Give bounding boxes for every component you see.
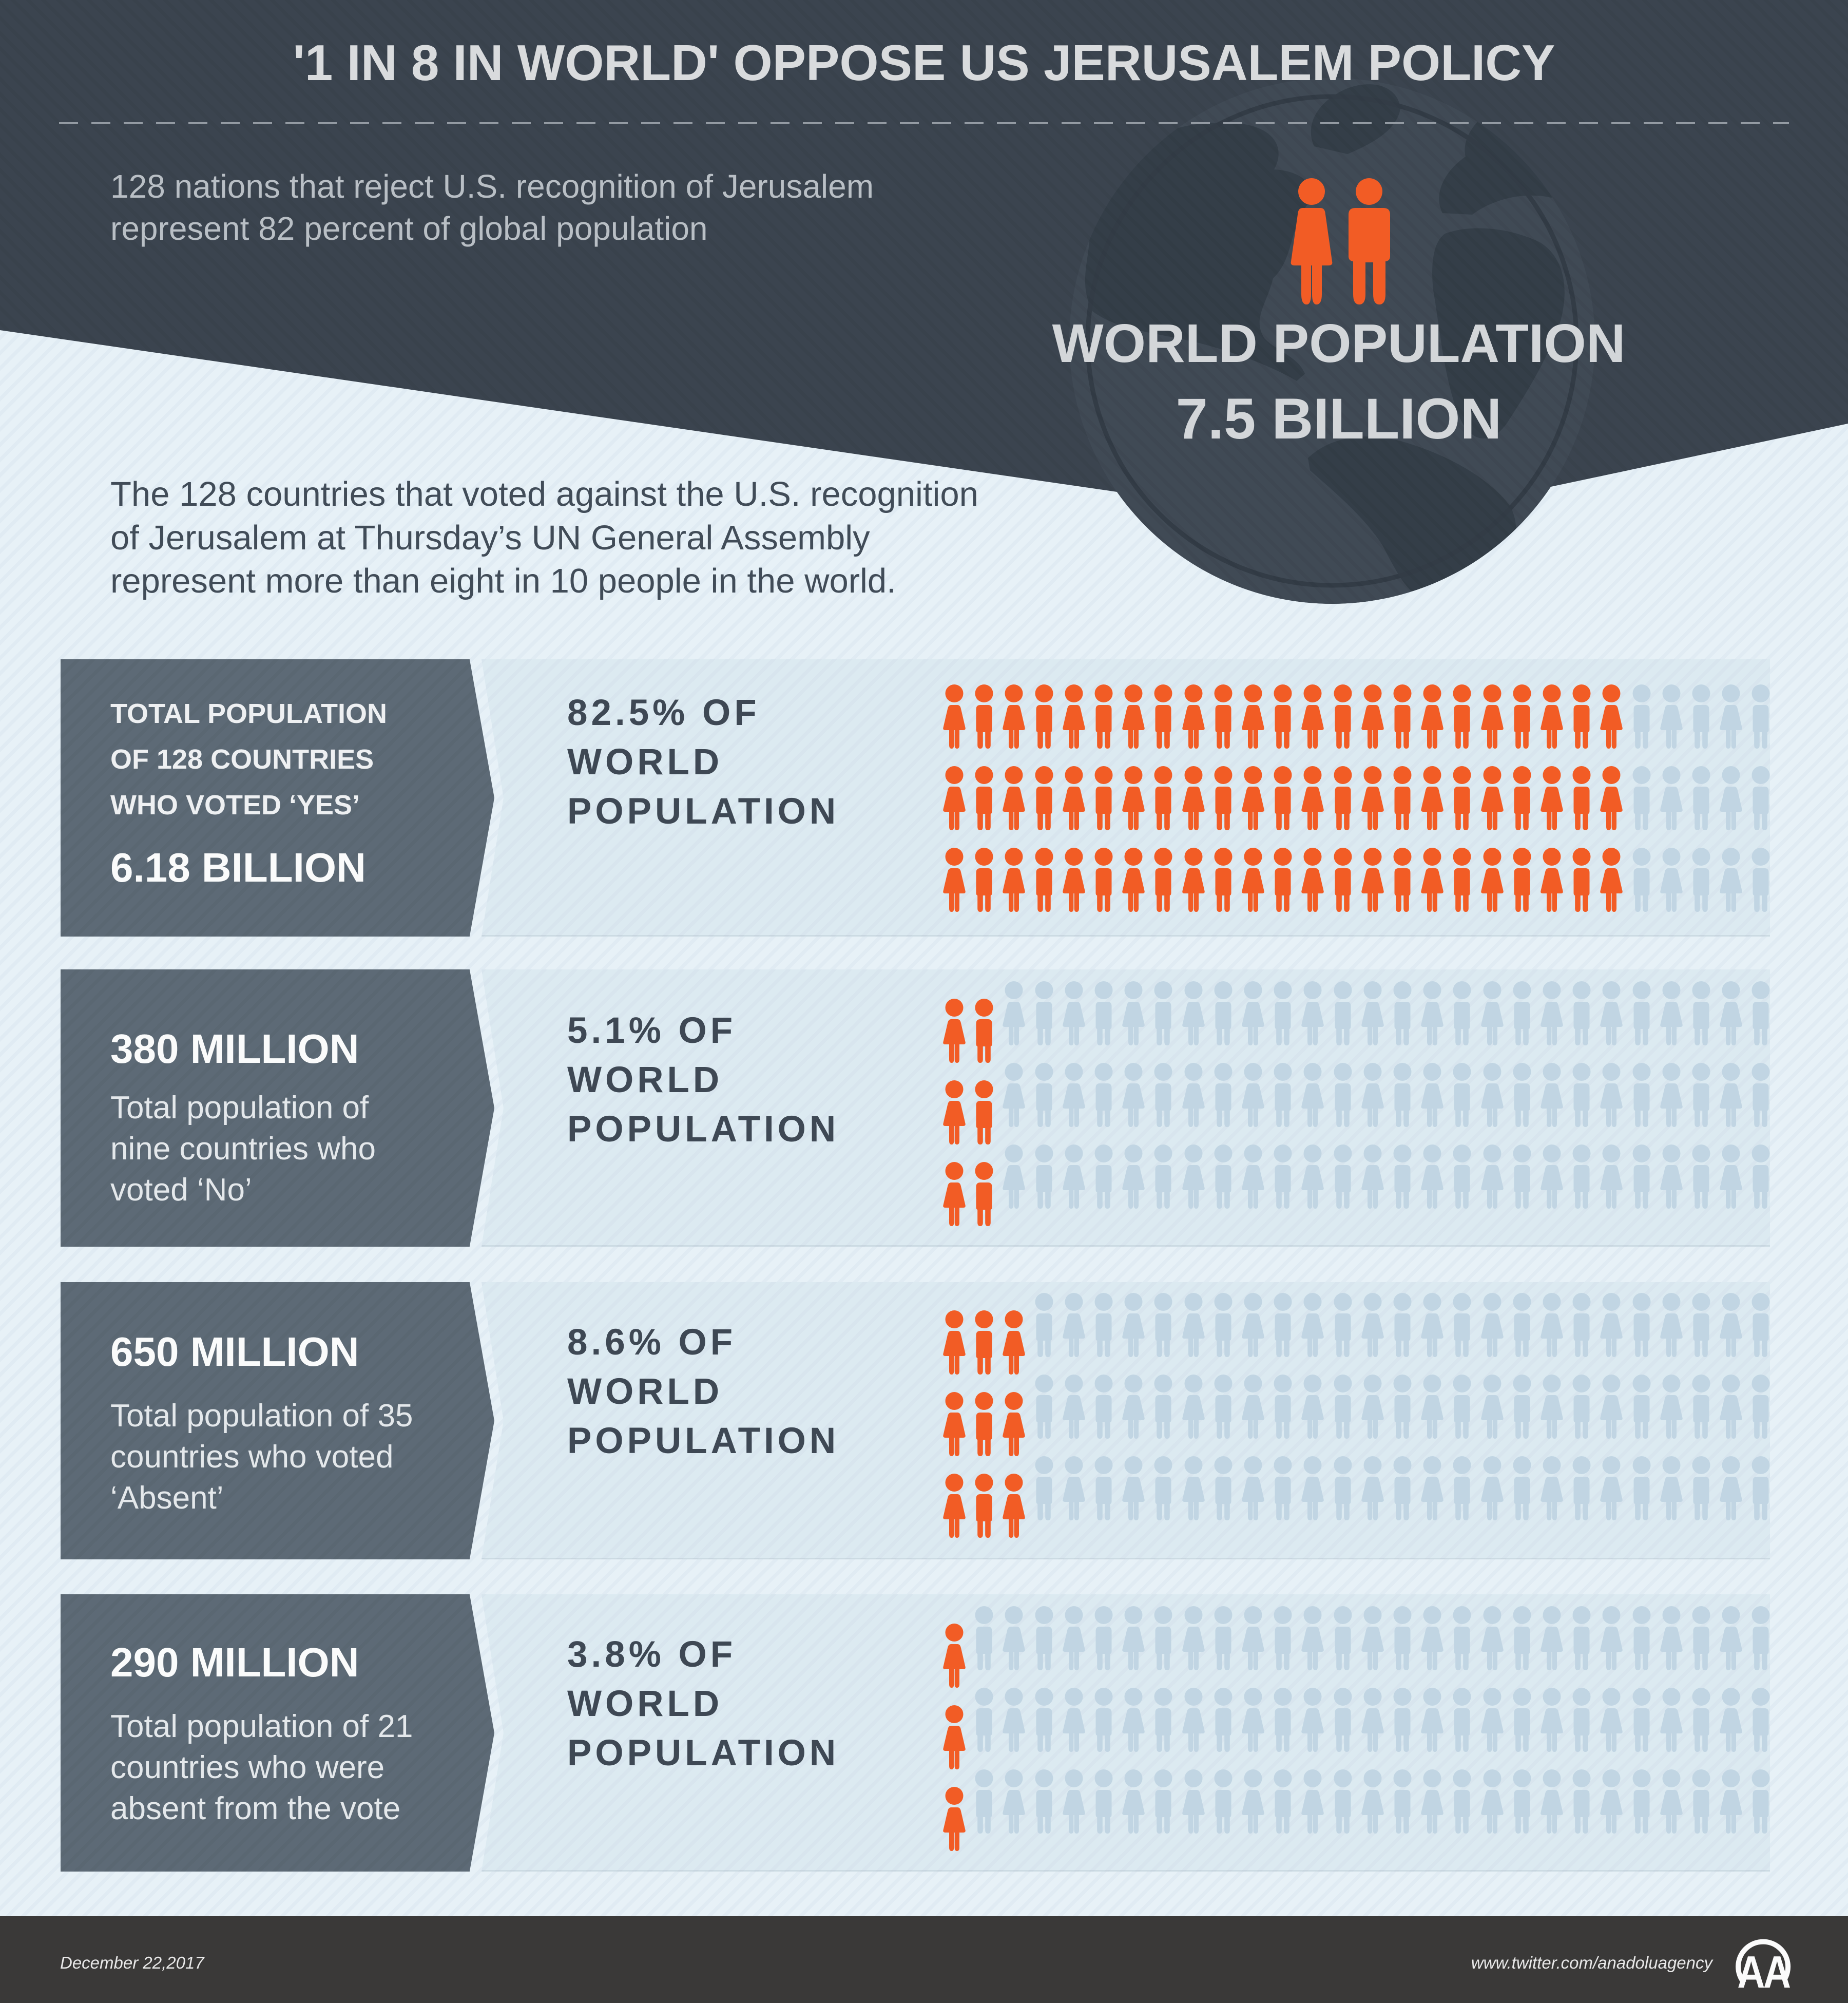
svg-text:AA: AA [1737,1947,1790,1992]
